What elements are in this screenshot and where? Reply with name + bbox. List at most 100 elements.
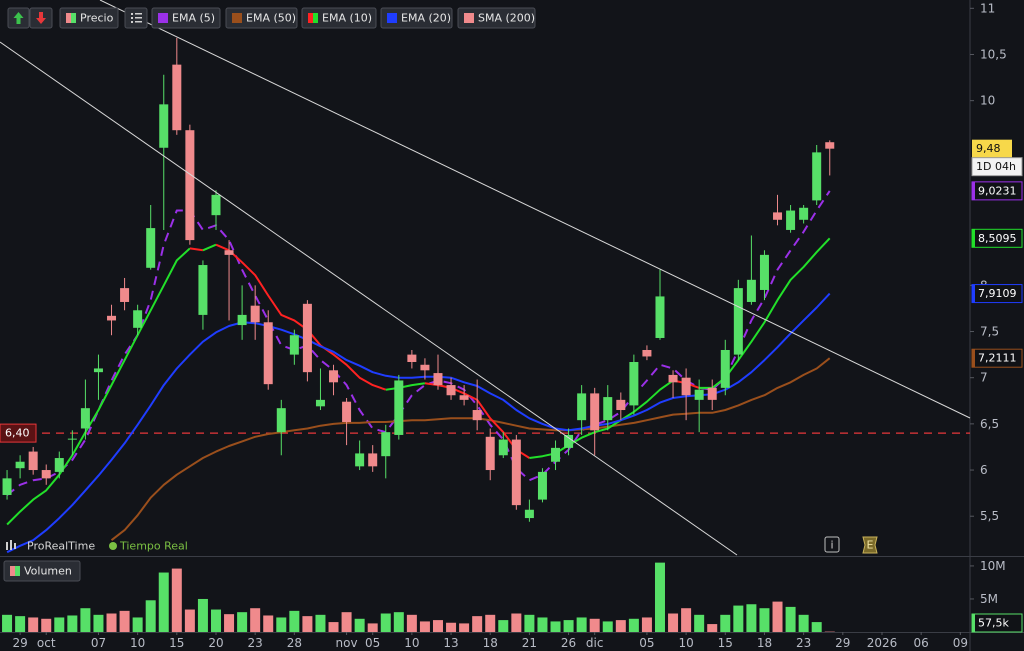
volume-bar [654,562,665,632]
candle-body [263,322,273,385]
legend-item[interactable]: Precio [59,7,119,29]
volume-tick-label: 5M [980,592,998,606]
info-badge[interactable] [824,536,840,553]
close-label-box [972,139,1012,158]
candle-body [564,434,574,448]
indicator-line [202,243,217,252]
candle-body [694,389,704,400]
legend-label: EMA (10) [322,12,372,25]
volume-bar [576,617,587,632]
candle-body [80,408,90,429]
timer-box [971,157,1023,177]
volume-bar [589,618,600,632]
candle-body [511,439,521,506]
candle-body [812,152,822,201]
legend-button[interactable] [3,560,81,582]
x-tick-label: 10 [404,636,419,650]
legend-item[interactable]: EMA (10) [301,7,377,29]
candle-body [446,385,456,396]
candle-body [590,393,600,431]
candle-body [133,310,143,328]
volume-bar [210,609,221,632]
volume-bar [419,621,430,632]
volume-bar [54,617,65,632]
x-tick-label: 13 [443,636,458,650]
candle-body [746,279,756,302]
candle-body [159,104,169,148]
arrow-down-button[interactable] [29,7,53,29]
legend-button[interactable] [151,7,221,29]
legend-item[interactable]: EMA (50) [225,7,298,29]
legend-item[interactable]: EMA (20) [380,7,453,29]
value-label: 9,0231 [978,184,1017,197]
brand-text: ProRealTime [27,540,95,553]
x-tick-label: nov [336,636,358,650]
arrow-up-button[interactable] [7,7,30,29]
candle-body [107,315,117,321]
candle-body [498,439,508,456]
legend-item[interactable]: SMA (200) [457,7,536,29]
indicator-line [385,382,426,391]
volume-label: 57,5k [978,617,1009,630]
x-tick-label: 15 [718,636,733,650]
status-dot [109,542,117,550]
candle-body [198,265,208,315]
y-tick-label: 5,5 [980,509,999,523]
y-tick-label: 6 [980,463,988,477]
legend-button[interactable] [225,7,298,29]
volume-tick-label: 10M [980,559,1006,573]
candle-body [551,447,561,462]
legend-item[interactable]: Volumen [3,560,81,582]
volume [2,562,835,632]
value-label: 7,2111 [978,352,1017,365]
candle-body [289,335,299,355]
legend-item[interactable]: EMA (5) [151,7,221,29]
list-button[interactable] [124,7,148,29]
status-text: Tiempo Real [119,540,188,553]
volume-bar [707,624,718,632]
volume-bar [641,617,652,632]
candle-body [41,470,51,479]
volume-bar [263,615,274,632]
candle-body [537,471,547,500]
indicator-line [110,357,831,541]
volume-bar [302,616,313,632]
volume-bar [119,610,130,632]
volume-bar [145,600,156,632]
x-tick-label: 15 [169,636,184,650]
volume-bar [563,620,574,632]
candle-body [642,349,652,357]
legend-swatch [313,13,318,23]
volume-bar [2,614,13,632]
candle-body [276,408,286,433]
brand-icon [6,540,16,550]
x-tick-label: oct [37,636,56,650]
candle-body [681,377,691,396]
timer-label: 1D 04h [976,160,1016,173]
volume-bar [798,614,809,632]
candle-body [15,461,25,469]
event-badge[interactable] [862,536,878,554]
indicator-line [6,292,831,554]
legend-button[interactable] [301,7,377,29]
candle-body [381,432,391,457]
candle-body [799,207,809,220]
legend-label: SMA (200) [478,12,535,25]
toolbar [7,7,148,29]
volume-bar [67,615,78,632]
legend-button[interactable] [380,7,453,29]
volume-bar [537,617,548,632]
trendline [0,41,738,556]
volume-bar [472,616,483,632]
legend-swatch [15,566,20,576]
legend-swatch [71,13,76,23]
value-label-swatch [972,229,975,248]
legend-button[interactable] [457,7,536,29]
candle-body [786,210,796,230]
volume-bar [681,608,692,632]
legend-label: EMA (20) [401,12,451,25]
y-tick-label: 7 [980,371,988,385]
volume-bar [171,568,182,632]
